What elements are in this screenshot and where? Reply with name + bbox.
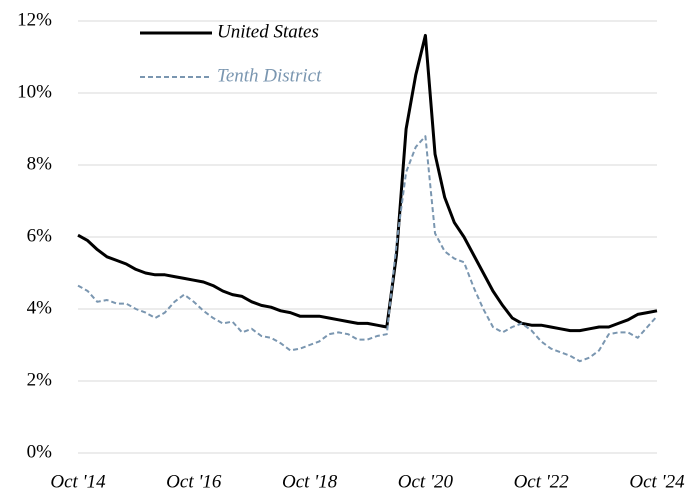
y-tick-label: 0%	[27, 441, 53, 462]
x-tick-label: Oct '14	[50, 471, 106, 492]
y-tick-label: 2%	[27, 369, 53, 390]
legend-label: United States	[217, 21, 319, 42]
legend-label: Tenth District	[217, 65, 322, 86]
y-tick-label: 4%	[27, 297, 53, 318]
y-tick-label: 6%	[27, 225, 53, 246]
x-tick-label: Oct '18	[282, 471, 338, 492]
y-tick-label: 8%	[27, 153, 53, 174]
x-tick-label: Oct '16	[166, 471, 222, 492]
x-tick-label: Oct '24	[629, 471, 685, 492]
y-tick-label: 12%	[17, 9, 52, 30]
line-series	[77, 33, 658, 333]
x-tick-label: Oct '20	[398, 471, 454, 492]
y-tick-label: 10%	[17, 81, 52, 102]
x-tick-label: Oct '22	[514, 471, 570, 492]
line-series	[77, 135, 658, 363]
